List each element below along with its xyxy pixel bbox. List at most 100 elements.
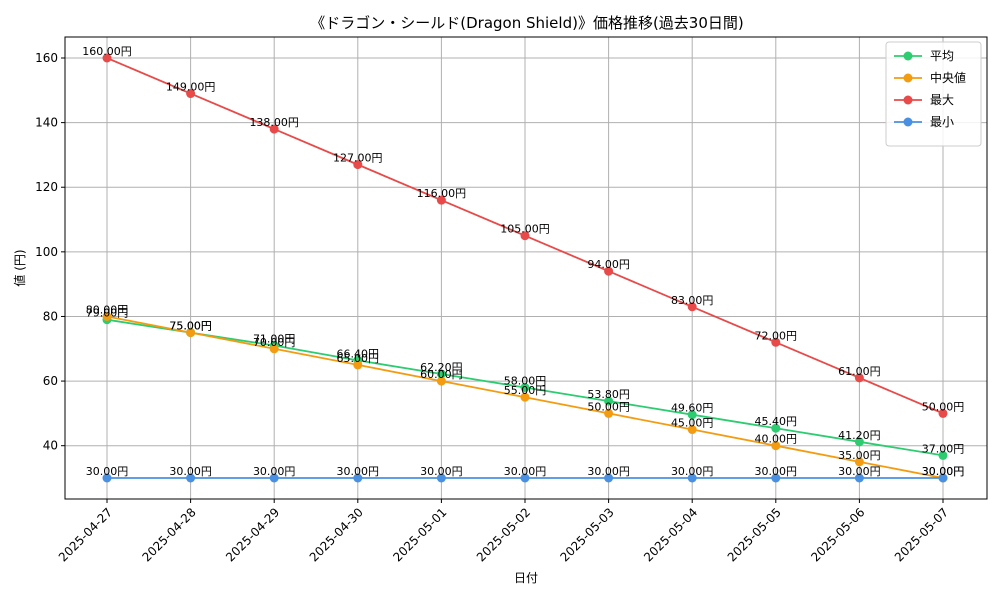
data-label: 50.00円	[587, 400, 630, 413]
data-point	[436, 195, 446, 205]
data-point	[604, 473, 614, 483]
data-point	[269, 473, 279, 483]
data-point	[269, 344, 279, 354]
data-point	[938, 450, 948, 460]
x-tick-label: 2025-04-29	[223, 505, 282, 564]
data-point	[771, 423, 781, 433]
data-point	[854, 437, 864, 447]
data-label: 45.40円	[755, 415, 798, 428]
series-3	[102, 53, 948, 418]
legend-item: 平均	[894, 49, 954, 63]
data-point	[520, 473, 530, 483]
legend-label: 最小	[930, 115, 954, 129]
data-label: 30.00円	[922, 465, 965, 478]
x-tick-label: 2025-05-05	[725, 505, 784, 564]
data-point	[186, 89, 196, 99]
data-label: 61.00円	[838, 365, 881, 378]
data-point	[102, 311, 112, 321]
data-point	[687, 473, 697, 483]
data-label: 71.00円	[253, 333, 296, 346]
legend-item: 中央値	[894, 70, 966, 85]
data-labels: 79.00円 75.00円 71.00円 66.40円 62.20円 58.00円 53.8…	[82, 45, 964, 478]
x-tick-label: 2025-04-27	[56, 505, 115, 564]
y-tick-label: 100	[35, 245, 58, 259]
legend-item: 最小	[894, 115, 954, 129]
y-tick-label: 80	[43, 309, 58, 323]
x-tick-label: 2025-04-28	[140, 505, 199, 564]
x-tick-label: 2025-05-04	[641, 505, 700, 564]
data-point	[854, 457, 864, 467]
data-point	[687, 425, 697, 435]
y-axis-label: 値 (円)	[12, 249, 27, 286]
legend-marker	[903, 95, 913, 105]
data-point	[186, 473, 196, 483]
data-label: 40.00円	[755, 433, 798, 446]
data-label: 62.20円	[420, 361, 463, 374]
data-label: 30.00円	[838, 465, 881, 478]
data-point	[102, 473, 112, 483]
data-label: 75.00円	[169, 320, 212, 333]
data-label: 41.20円	[838, 429, 881, 442]
data-label: 30.00円	[755, 465, 798, 478]
y-tick-label: 40	[43, 439, 58, 453]
plot-area	[64, 36, 988, 500]
data-point	[102, 53, 112, 63]
data-label: 138.00円	[249, 116, 299, 129]
data-label: 116.00円	[417, 187, 467, 200]
x-tick-label: 2025-05-06	[808, 505, 867, 564]
series-lines	[102, 53, 948, 483]
data-label: 35.00円	[838, 449, 881, 462]
chart-title: 《ドラゴン・シールド(Dragon Shield)》価格推移(過去30日間)	[310, 14, 744, 32]
data-label: 105.00円	[500, 223, 550, 236]
data-label: 127.00円	[333, 152, 383, 165]
data-point	[353, 360, 363, 370]
x-tick-label: 2025-05-03	[558, 505, 617, 564]
data-point	[604, 396, 614, 406]
y-tick-label: 120	[35, 180, 58, 194]
data-label: 30.00円	[671, 465, 714, 478]
data-label: 30.00円	[587, 465, 630, 478]
legend-item: 最大	[894, 93, 954, 107]
series-4	[102, 473, 948, 483]
x-tick-label: 2025-05-07	[892, 505, 951, 564]
data-label: 30.00円	[337, 465, 380, 478]
data-label: 30.00円	[420, 465, 463, 478]
data-point	[771, 441, 781, 451]
data-label: 65.00円	[337, 352, 380, 365]
legend-label: 平均	[930, 49, 954, 63]
data-point	[269, 124, 279, 134]
y-tick-label: 160	[35, 51, 58, 65]
data-point	[687, 410, 697, 420]
data-label: 149.00円	[166, 81, 216, 94]
data-point	[854, 373, 864, 383]
data-label: 30.00円	[169, 465, 212, 478]
data-point	[604, 408, 614, 418]
data-point	[436, 376, 446, 386]
y-tick-label: 140	[35, 116, 58, 130]
y-axis: 40 60 80 100 120 140 160	[35, 51, 65, 453]
data-label: 72.00円	[755, 329, 798, 342]
x-axis-label: 日付	[514, 571, 538, 585]
data-label: 80.00円	[86, 303, 129, 316]
data-point	[520, 383, 530, 393]
data-point	[938, 473, 948, 483]
data-label: 30.00円	[86, 465, 129, 478]
data-point	[771, 337, 781, 347]
data-label: 37.00円	[922, 442, 965, 455]
data-label: 50.00円	[922, 400, 965, 413]
legend-marker	[903, 117, 913, 127]
data-label: 45.00円	[671, 417, 714, 430]
data-point	[520, 392, 530, 402]
data-point	[436, 369, 446, 379]
data-label: 66.40円	[337, 347, 380, 360]
data-point	[687, 302, 697, 312]
legend-marker	[903, 51, 913, 61]
data-label: 70.00円	[253, 336, 296, 349]
data-label: 58.00円	[504, 375, 547, 388]
data-label: 83.00円	[671, 294, 714, 307]
data-point	[771, 473, 781, 483]
x-tick-label: 2025-05-02	[474, 505, 533, 564]
data-label: 49.60円	[671, 402, 714, 415]
data-point	[353, 160, 363, 170]
